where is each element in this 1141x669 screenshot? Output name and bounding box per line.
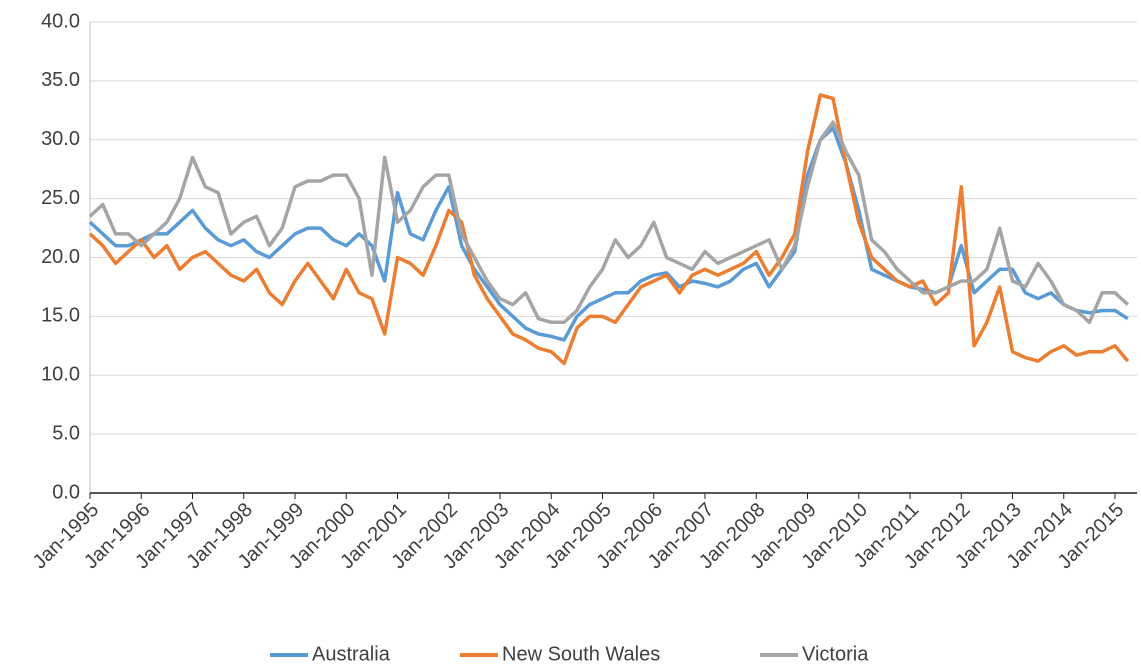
legend-label: Australia (312, 643, 391, 665)
y-tick-label: 0.0 (52, 481, 80, 503)
series-line (88, 126, 1129, 342)
y-tick-label: 5.0 (52, 422, 80, 444)
series-line (88, 120, 1129, 325)
y-tick-label: 30.0 (41, 128, 80, 150)
y-tick-label: 25.0 (41, 187, 80, 209)
legend-label: New South Wales (502, 643, 660, 665)
legend-label: Victoria (802, 643, 869, 665)
y-tick-label: 40.0 (41, 10, 80, 32)
series-line (88, 93, 1130, 366)
y-tick-label: 35.0 (41, 69, 80, 91)
y-tick-label: 20.0 (41, 246, 80, 268)
y-tick-label: 10.0 (41, 364, 80, 386)
y-tick-label: 15.0 (41, 305, 80, 327)
